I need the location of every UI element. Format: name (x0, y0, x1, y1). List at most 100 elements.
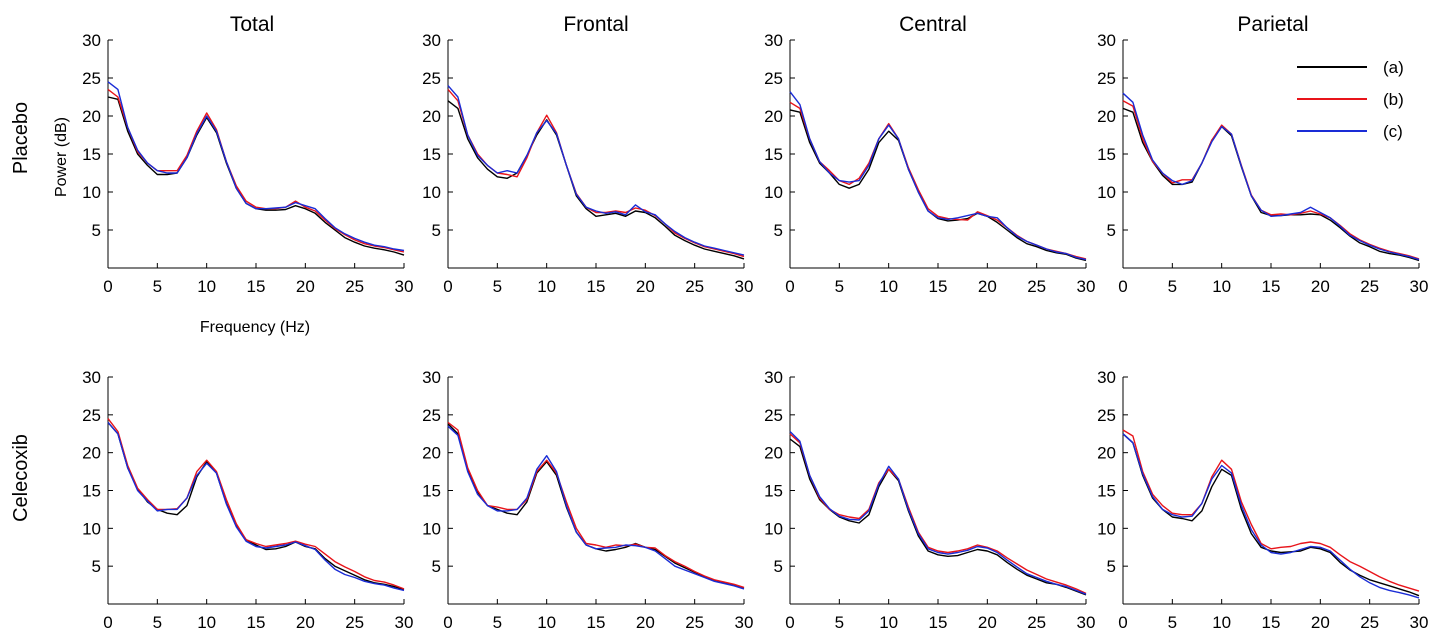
series-line-c (1122, 92, 1420, 261)
x-tick-label: 15 (247, 277, 266, 296)
x-tick-label: 15 (929, 613, 948, 632)
x-tick-label: 5 (835, 613, 844, 632)
x-tick-label: 10 (1212, 613, 1231, 632)
y-tick-label: 15 (764, 482, 783, 501)
x-tick-label: 0 (103, 613, 112, 632)
x-tick-label: 30 (1410, 277, 1429, 296)
y-tick-label: 20 (1097, 107, 1116, 126)
x-tick-label: 5 (153, 277, 162, 296)
panel-placebo-central: 5 10 15 20 25 30 0 5 10 15 20 25 30 (764, 31, 1095, 296)
x-tick-label: 25 (345, 613, 364, 632)
series-line-c (447, 425, 745, 590)
panel-celecoxib-central: 5 10 15 20 25 30 0 5 10 15 20 25 30 (764, 368, 1095, 632)
y-tick-label: 5 (1107, 221, 1116, 240)
y-tick-label: 5 (774, 557, 783, 576)
y-tick-label: 15 (422, 482, 441, 501)
series-line-b (1122, 100, 1420, 260)
series-line-b (447, 421, 745, 589)
series-line-a (107, 96, 405, 256)
x-tick-label: 0 (443, 613, 452, 632)
y-tick-label: 20 (1097, 444, 1116, 463)
y-tick-label: 30 (422, 368, 441, 387)
x-tick-label: 20 (296, 613, 315, 632)
x-tick-label: 0 (785, 613, 794, 632)
x-tick-label: 0 (443, 277, 452, 296)
y-tick-label: 30 (1097, 31, 1116, 50)
series-line-c (107, 81, 405, 252)
y-tick-label: 20 (82, 107, 101, 126)
legend-label-a: (a) (1383, 58, 1404, 77)
x-tick-label: 5 (835, 277, 844, 296)
x-tick-label: 30 (735, 277, 754, 296)
series-line-c (1122, 433, 1420, 599)
y-tick-label: 30 (82, 31, 101, 50)
column-title-parietal: Parietal (1237, 13, 1308, 36)
y-tick-label: 20 (82, 444, 101, 463)
panel-celecoxib-frontal: 5 10 15 20 25 30 0 5 10 15 20 25 30 (422, 368, 753, 632)
y-tick-label: 5 (774, 221, 783, 240)
panel-placebo-parietal: 5 10 15 20 25 30 0 5 10 15 20 25 30 (1097, 31, 1428, 296)
x-tick-label: 0 (785, 277, 794, 296)
x-tick-label: 15 (1262, 613, 1281, 632)
series-line-c (107, 421, 405, 592)
x-tick-label: 0 (1118, 613, 1127, 632)
y-tick-label: 15 (1097, 482, 1116, 501)
x-tick-label: 20 (636, 277, 655, 296)
x-tick-label: 25 (345, 277, 364, 296)
y-tick-label: 20 (764, 444, 783, 463)
x-axis-label: Frequency (Hz) (200, 319, 310, 336)
y-tick-label: 15 (1097, 145, 1116, 164)
x-tick-label: 30 (1077, 613, 1096, 632)
series-line-b (1122, 429, 1420, 592)
x-tick-label: 0 (1118, 277, 1127, 296)
series-line-b (789, 101, 1087, 260)
series-line-a (1122, 433, 1420, 597)
series-line-c (447, 85, 745, 256)
legend: (a) (b) (c) (1297, 58, 1404, 141)
y-tick-label: 5 (432, 557, 441, 576)
legend-label-b: (b) (1383, 90, 1404, 109)
y-tick-label: 15 (82, 482, 101, 501)
series-line-a (789, 438, 1087, 596)
x-tick-label: 10 (537, 613, 556, 632)
legend-label-c: (c) (1383, 122, 1403, 141)
panel-placebo-frontal: 5 10 15 20 25 30 0 5 10 15 20 25 30 (422, 31, 753, 296)
y-tick-label: 10 (82, 519, 101, 538)
x-tick-label: 10 (879, 613, 898, 632)
series-line-a (1122, 107, 1420, 262)
series-line-a (447, 100, 745, 260)
x-tick-label: 20 (296, 277, 315, 296)
column-title-total: Total (230, 13, 274, 36)
y-tick-label: 20 (422, 107, 441, 126)
x-tick-label: 25 (685, 613, 704, 632)
y-tick-label: 10 (82, 183, 101, 202)
series-line-c (789, 91, 1087, 261)
x-tick-label: 25 (1360, 277, 1379, 296)
x-tick-label: 10 (197, 613, 216, 632)
row-label-celecoxib: Celecoxib (10, 434, 32, 522)
y-tick-label: 15 (422, 145, 441, 164)
x-tick-label: 30 (395, 277, 414, 296)
panel-placebo-total: 5 10 15 20 25 30 0 5 10 15 20 25 30 (82, 31, 413, 296)
y-tick-label: 20 (422, 444, 441, 463)
x-tick-label: 25 (685, 277, 704, 296)
x-tick-label: 25 (1027, 277, 1046, 296)
x-tick-label: 15 (587, 277, 606, 296)
y-tick-label: 30 (764, 31, 783, 50)
y-tick-label: 5 (432, 221, 441, 240)
series-line-b (789, 433, 1087, 595)
y-tick-label: 30 (764, 368, 783, 387)
y-tick-label: 30 (422, 31, 441, 50)
y-tick-label: 25 (422, 69, 441, 88)
y-tick-label: 10 (1097, 183, 1116, 202)
y-tick-label: 10 (1097, 519, 1116, 538)
x-tick-label: 20 (978, 277, 997, 296)
x-tick-label: 30 (735, 613, 754, 632)
y-axis-label: Power (dB) (53, 117, 70, 197)
series-line-b (107, 418, 405, 590)
panel-celecoxib-total: 5 10 15 20 25 30 0 5 10 15 20 25 30 (82, 368, 413, 632)
y-tick-label: 10 (422, 183, 441, 202)
y-tick-label: 30 (1097, 368, 1116, 387)
y-tick-label: 25 (1097, 406, 1116, 425)
x-tick-label: 30 (1410, 613, 1429, 632)
